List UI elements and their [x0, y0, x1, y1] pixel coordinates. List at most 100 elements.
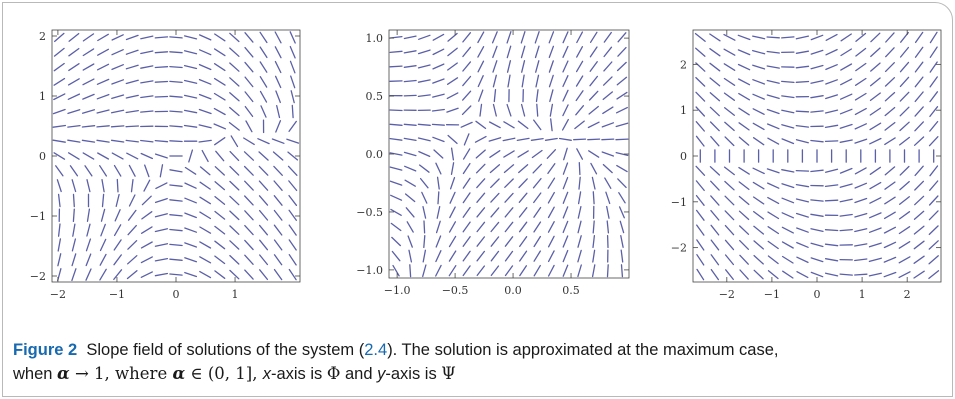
slope-segment: [474, 135, 487, 143]
slope-segment: [709, 121, 720, 132]
slope-segment: [110, 125, 125, 128]
slope-segment: [479, 103, 483, 117]
slope-segment: [839, 93, 853, 100]
slope-segment: [462, 236, 471, 247]
slope-segment: [273, 195, 283, 206]
slope-segment: [244, 210, 254, 221]
slope-segment: [506, 31, 512, 44]
slope-segment: [273, 224, 283, 236]
slope-segment: [710, 135, 720, 147]
slope-segment: [548, 74, 554, 88]
slope-segment: [288, 180, 298, 192]
slope-segment: [409, 264, 412, 278]
slope-segment: [405, 207, 415, 218]
slope-segment: [259, 46, 268, 59]
slope-segment: [824, 243, 839, 247]
slope-segment: [795, 110, 810, 113]
slope-segment: [724, 210, 735, 221]
slope-segment: [462, 265, 471, 277]
slope-segment: [709, 62, 721, 72]
slope-segment: [169, 65, 183, 69]
slope-segment: [421, 191, 428, 204]
caption-limit: → 1, where: [69, 364, 173, 383]
slope-segment: [606, 264, 609, 278]
slope-segment: [620, 249, 624, 263]
slope-segment: [476, 207, 486, 218]
slope-segment: [617, 178, 627, 189]
slope-segment: [154, 228, 169, 233]
slope-segment: [288, 268, 297, 281]
slope-segment: [854, 243, 868, 247]
slope-segment: [825, 168, 839, 173]
slope-segment: [928, 136, 939, 147]
slope-segment: [795, 183, 810, 188]
slope-segment: [476, 192, 486, 203]
slope-segment: [795, 169, 810, 172]
slope-segment: [824, 124, 839, 129]
slope-segment: [403, 94, 417, 97]
x-tick-label: 0: [173, 288, 180, 301]
slope-segment: [796, 256, 809, 264]
slope-segment: [423, 220, 426, 234]
slope-segment: [577, 220, 582, 234]
slope-segment: [417, 79, 431, 83]
slope-segment: [884, 196, 896, 205]
slope-segment: [839, 167, 853, 174]
slope-segment: [437, 191, 440, 205]
slope-segment: [738, 136, 750, 146]
slope-segment: [824, 229, 839, 232]
slope-segment: [140, 241, 153, 249]
slope-segment: [548, 45, 555, 59]
slope-segment: [403, 151, 417, 157]
slope-segment: [113, 164, 122, 177]
slope-segment: [810, 271, 824, 278]
slope-segment: [724, 254, 735, 266]
slope-segment: [154, 213, 168, 218]
slope-segment: [928, 225, 939, 236]
slope-segment: [389, 152, 403, 156]
slope-segment: [82, 93, 95, 100]
slope-segment: [199, 211, 212, 220]
slope-segment: [588, 90, 599, 101]
slope-segment: [111, 94, 125, 100]
y-tick-label: −2: [30, 270, 46, 283]
slope-segment: [435, 162, 442, 175]
slope-segment: [432, 136, 445, 143]
slope-segment: [530, 137, 544, 141]
slope-segment: [709, 106, 720, 117]
slope-segment: [81, 139, 96, 143]
slope-segment: [840, 48, 853, 57]
slope-segment: [710, 239, 720, 251]
slope-segment: [448, 221, 457, 233]
slope-segment: [562, 45, 569, 58]
slope-segment: [898, 211, 911, 220]
slope-segment: [533, 119, 542, 131]
slope-segment: [214, 166, 225, 176]
slope-segment: [447, 134, 458, 145]
slope-segment: [562, 220, 569, 234]
slope-segment: [738, 122, 750, 131]
slope-segment: [244, 239, 254, 251]
slope-segment: [492, 60, 498, 73]
slope-segment: [536, 103, 539, 117]
slope-segment: [450, 162, 455, 176]
slope-segment: [125, 94, 139, 99]
y-tick-label: 0.0: [366, 148, 384, 161]
slope-segment: [695, 194, 705, 206]
slope-segment: [854, 182, 868, 189]
slope-segment: [184, 242, 198, 248]
slope-segment: [432, 48, 445, 56]
slope-segment: [589, 75, 599, 87]
slope-segment: [519, 236, 528, 248]
equation-reference-link[interactable]: 2.4: [364, 341, 388, 359]
slope-segment: [695, 91, 706, 102]
slope-segment: [899, 121, 910, 132]
slope-segment: [884, 62, 895, 73]
caption-axis-is-2: -axis is: [385, 365, 442, 383]
slope-segment: [287, 151, 299, 161]
slope-segment: [448, 265, 457, 277]
caption-and: and: [340, 365, 378, 383]
slope-segment: [111, 34, 124, 41]
slope-segment: [766, 50, 780, 54]
slope-segment: [839, 139, 853, 143]
